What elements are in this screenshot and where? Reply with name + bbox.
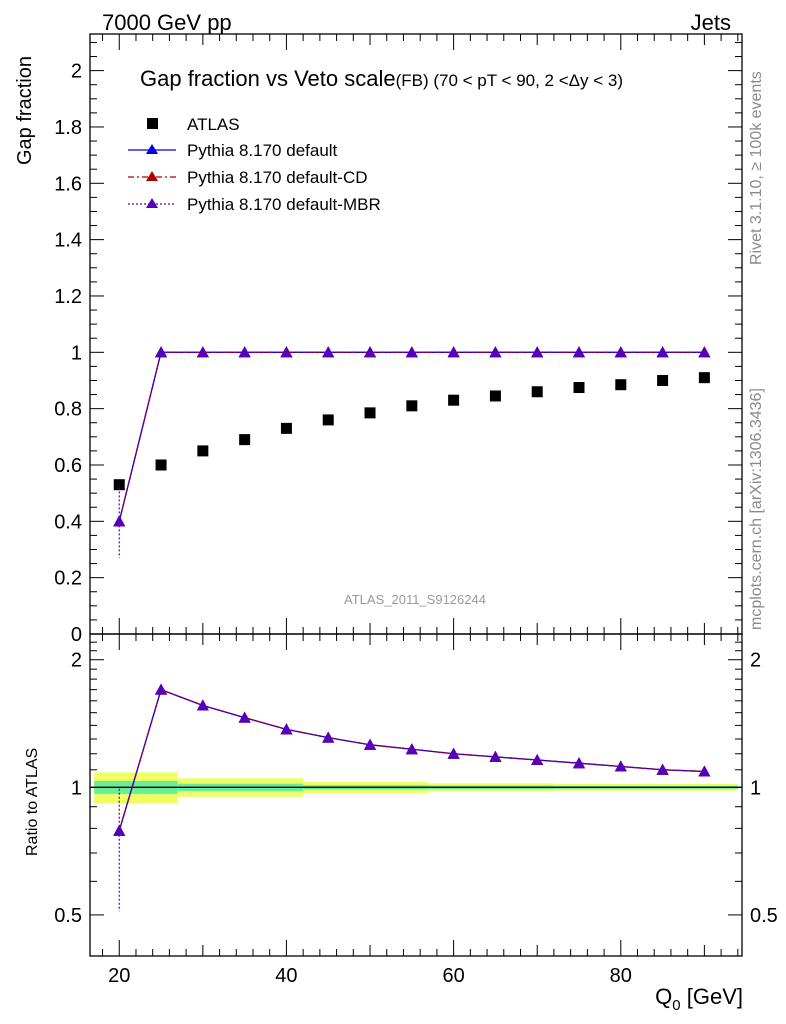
series-marker-mbr bbox=[322, 346, 335, 358]
ratio-series bbox=[113, 683, 711, 912]
atlas-data-point bbox=[322, 414, 334, 426]
atlas-data-point bbox=[364, 407, 376, 419]
atlas-data-point bbox=[698, 372, 710, 384]
atlas-data-point bbox=[239, 434, 251, 446]
series-marker-mbr bbox=[238, 346, 251, 358]
series-marker-mbr bbox=[155, 346, 168, 358]
ratio-marker-mbr bbox=[405, 743, 418, 755]
ratio-axis-ticks: 20 40 60 80 0.5 0.5 1 1 2 2 bbox=[54, 634, 778, 987]
series-marker-mbr bbox=[405, 346, 418, 358]
ratio-y-tick-label-right: 1 bbox=[750, 777, 761, 799]
y-axis-label-ratio: Ratio to ATLAS bbox=[24, 748, 41, 856]
ratio-marker-mbr bbox=[614, 760, 627, 772]
ratio-marker-mbr bbox=[489, 750, 502, 762]
ratio-marker-mbr bbox=[155, 683, 168, 695]
main-series bbox=[113, 346, 711, 558]
ratio-y-tick-label-right: 0.5 bbox=[750, 905, 778, 927]
main-y-tick-label: 0.8 bbox=[54, 399, 82, 421]
ratio-line-mbr bbox=[118, 688, 705, 831]
legend-cd-marker bbox=[146, 171, 158, 181]
ratio-plot-frame bbox=[89, 633, 743, 957]
main-y-tick-label: 0.6 bbox=[54, 455, 82, 477]
atlas-data-point bbox=[531, 386, 543, 398]
x-tick-label: 40 bbox=[275, 965, 297, 987]
legend-default-label: Pythia 8.170 default bbox=[187, 141, 338, 160]
ratio-y-tick-label-right: 2 bbox=[750, 650, 761, 672]
legend-mbr-marker bbox=[146, 198, 158, 208]
main-y-tick-label: 1 bbox=[71, 342, 82, 364]
mcplots-label: mcplots.cern.ch [arXiv:1306.3436] bbox=[748, 388, 765, 630]
atlas-data-point bbox=[573, 382, 585, 394]
ratio-uncertainty-bands bbox=[90, 772, 742, 804]
main-axis-ticks: 0 0.2 0.4 0.6 0.8 1 1.2 1.4 1.6 1.8 2 bbox=[54, 34, 742, 646]
series-line-cd bbox=[118, 351, 705, 522]
main-y-tick-label: 1.2 bbox=[54, 286, 82, 308]
legend-atlas-marker bbox=[147, 118, 158, 129]
series-marker-mbr bbox=[656, 346, 669, 358]
series-marker-mbr bbox=[489, 346, 502, 358]
x-tick-label: 80 bbox=[610, 965, 632, 987]
series-marker-mbr bbox=[531, 346, 544, 358]
ratio-marker-mbr bbox=[698, 765, 711, 777]
ratio-marker-mbr bbox=[531, 754, 544, 766]
atlas-data-point bbox=[448, 394, 460, 406]
ratio-marker-mbr bbox=[364, 738, 377, 750]
legend-cd-label: Pythia 8.170 default-CD bbox=[187, 168, 368, 187]
atlas-data-point bbox=[155, 459, 167, 471]
ratio-marker-mbr bbox=[656, 763, 669, 775]
ratio-marker-mbr bbox=[322, 731, 335, 743]
chart-title: Gap fraction vs Veto scale(FB) (70 < pT … bbox=[140, 66, 623, 91]
series-marker-mbr bbox=[447, 346, 460, 358]
main-y-tick-label: 1.4 bbox=[54, 230, 82, 252]
main-y-tick-label: 1.6 bbox=[54, 173, 82, 195]
x-axis-label: Q0 [GeV] bbox=[655, 984, 743, 1014]
x-tick-label: 20 bbox=[108, 965, 130, 987]
series-marker-mbr bbox=[280, 346, 293, 358]
ratio-marker-mbr bbox=[238, 711, 251, 723]
rivet-label: Rivet 3.1.10, ≥ 100k events bbox=[748, 71, 765, 265]
legend: ATLAS Pythia 8.170 default Pythia 8.170 … bbox=[128, 115, 381, 214]
main-y-tick-label: 2 bbox=[71, 61, 82, 83]
ratio-marker-mbr bbox=[280, 723, 293, 735]
atlas-data-point bbox=[197, 445, 209, 457]
main-y-tick-label: 0 bbox=[71, 624, 82, 646]
series-marker-mbr bbox=[364, 346, 377, 358]
main-y-tick-label: 0.4 bbox=[54, 511, 82, 533]
ratio-marker-mbr bbox=[113, 824, 126, 836]
atlas-data-point bbox=[657, 374, 669, 386]
atlas-data-point bbox=[489, 390, 501, 402]
ratio-marker-mbr bbox=[447, 747, 460, 759]
legend-mbr-label: Pythia 8.170 default-MBR bbox=[187, 195, 381, 214]
series-line-mbr bbox=[118, 351, 705, 522]
ratio-line-cd bbox=[118, 688, 705, 831]
main-y-tick-label: 0.2 bbox=[54, 568, 82, 590]
ratio-marker-mbr bbox=[196, 699, 209, 711]
legend-atlas-label: ATLAS bbox=[187, 115, 240, 134]
ratio-y-tick-label: 0.5 bbox=[54, 905, 82, 927]
atlas-data-point bbox=[406, 400, 418, 412]
series-marker-mbr bbox=[573, 346, 585, 358]
y-axis-label-main: Gap fraction bbox=[14, 56, 36, 165]
series-marker-mbr bbox=[698, 346, 711, 358]
x-tick-label: 60 bbox=[442, 965, 464, 987]
legend-default-marker bbox=[146, 144, 158, 154]
atlas-data-point bbox=[280, 422, 292, 434]
ratio-marker-mbr bbox=[573, 757, 585, 769]
series-marker-mbr bbox=[614, 346, 627, 358]
energy-label: 7000 GeV pp bbox=[102, 10, 232, 35]
main-y-tick-label: 1.8 bbox=[54, 117, 82, 139]
series-line-default bbox=[118, 351, 705, 522]
series-marker-mbr bbox=[196, 346, 209, 358]
series-marker-mbr bbox=[113, 515, 126, 527]
ratio-line-default bbox=[118, 688, 705, 831]
ratio-y-tick-label: 1 bbox=[71, 777, 82, 799]
process-label: Jets bbox=[691, 10, 731, 35]
ratio-y-tick-label: 2 bbox=[71, 650, 82, 672]
analysis-label: ATLAS_2011_S9126244 bbox=[344, 592, 486, 607]
atlas-data-point bbox=[615, 379, 627, 391]
